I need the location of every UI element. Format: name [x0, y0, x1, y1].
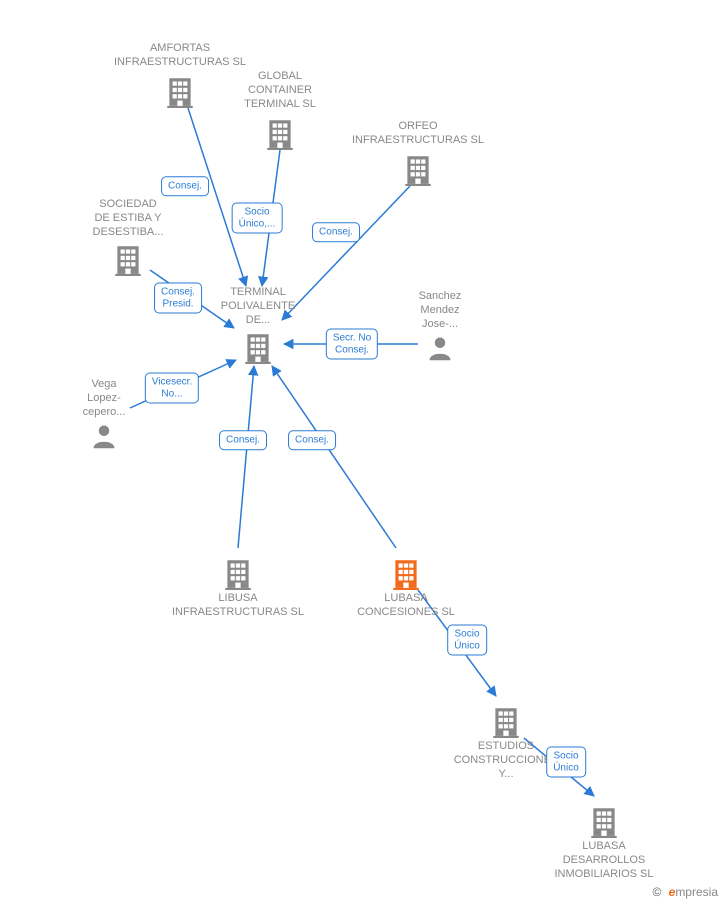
edge-vega-terminal	[130, 360, 236, 408]
brand-name: empresia	[669, 885, 718, 899]
edge-lubasa-estudios	[418, 590, 496, 696]
diagram-canvas	[0, 0, 728, 905]
watermark: © empresia	[652, 885, 718, 899]
edge-amfortas-terminal	[188, 108, 246, 286]
edge-lubasa-terminal	[272, 366, 396, 548]
edge-global-terminal	[262, 150, 280, 286]
edge-estudios-lubasadev	[524, 738, 594, 796]
copyright-symbol: ©	[652, 885, 661, 899]
edge-libusa-terminal	[238, 366, 254, 548]
edge-orfeo-terminal	[282, 186, 410, 320]
edge-sociedad-terminal	[150, 270, 234, 328]
